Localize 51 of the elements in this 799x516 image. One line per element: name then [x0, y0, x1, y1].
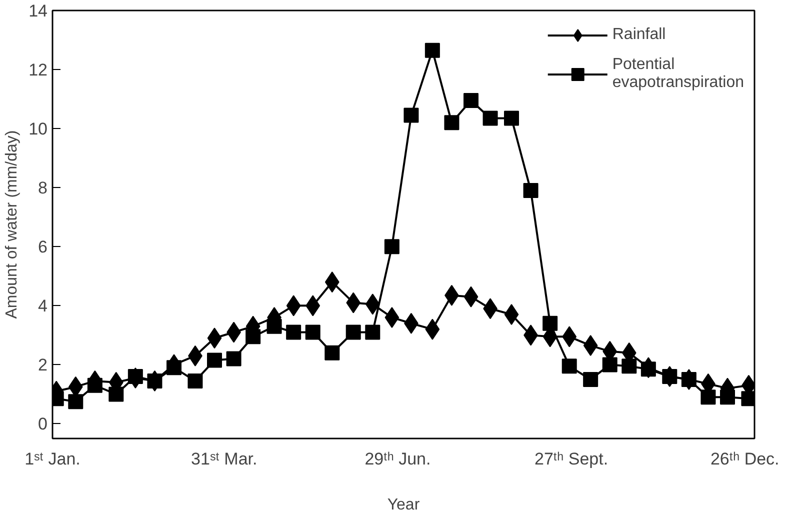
x-tick-label: 29ᵗʰ Jun. — [364, 450, 431, 468]
y-tick-label: 10 — [28, 120, 48, 139]
point — [542, 316, 558, 331]
point — [622, 358, 637, 374]
point — [365, 324, 380, 340]
point — [324, 345, 340, 360]
point — [188, 373, 203, 388]
point — [128, 369, 143, 384]
point — [562, 358, 577, 374]
point — [147, 373, 162, 388]
x-tick-label: 1ˢᵗ Jan. — [24, 450, 80, 468]
point — [720, 390, 735, 405]
point — [602, 357, 618, 372]
point — [424, 42, 440, 58]
point — [681, 372, 696, 387]
x-tick-label: 31ˢᵗ Mar. — [191, 450, 258, 468]
x-tick-label: 26ᵗʰ Dec. — [710, 450, 780, 468]
point — [523, 183, 538, 198]
point — [68, 394, 84, 410]
x-axis-title: Year — [387, 496, 420, 514]
y-tick-label: 0 — [38, 414, 48, 434]
point — [464, 93, 478, 108]
x-tick-label: 27ᵗʰ Sept. — [534, 450, 608, 468]
point — [384, 239, 400, 254]
y-tick-label: 4 — [38, 296, 48, 316]
point — [346, 324, 361, 340]
point — [226, 351, 242, 366]
point — [87, 378, 102, 393]
point — [266, 318, 282, 334]
y-axis-title: Amount of water (mm/day) — [4, 130, 21, 319]
point — [583, 372, 598, 387]
point — [108, 386, 124, 402]
point — [504, 110, 519, 126]
y-tick-label: 14 — [28, 2, 48, 20]
y-tick-label: 12 — [28, 60, 48, 80]
point — [166, 360, 182, 376]
legend-label: Rainfall — [612, 26, 666, 44]
y-tick-label: 8 — [38, 178, 48, 198]
point — [640, 362, 656, 377]
point — [305, 324, 320, 340]
point — [207, 352, 222, 368]
point — [700, 390, 716, 405]
point — [246, 329, 261, 344]
legend-label: Potential evapotranspiration — [612, 56, 744, 92]
point — [404, 108, 419, 123]
point — [286, 324, 302, 340]
y-tick-label: 6 — [38, 238, 48, 257]
point — [662, 369, 678, 384]
point — [444, 115, 460, 130]
y-tick-label: 2 — [38, 356, 48, 375]
point — [482, 110, 498, 126]
